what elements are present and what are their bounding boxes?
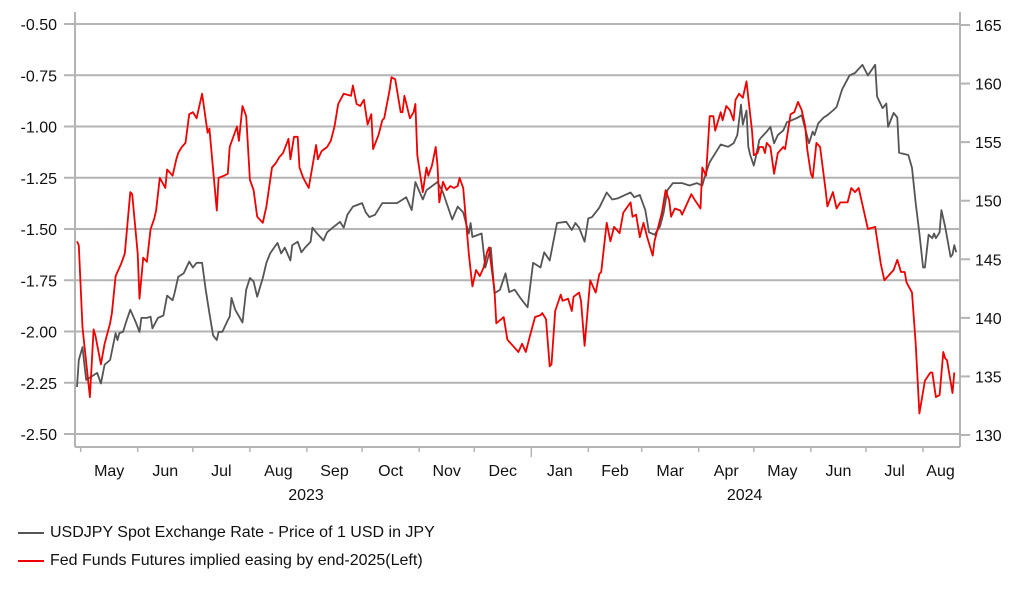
legend-label-usdjpy: USDJPY Spot Exchange Rate - Price of 1 U…: [50, 524, 435, 541]
legend-swatch-usdjpy: [18, 532, 44, 534]
month-label: Aug: [926, 463, 954, 480]
month-label: May: [767, 463, 797, 480]
year-label: 2024: [727, 487, 763, 504]
fed-funds-easing-series-line: [76, 76, 956, 415]
right-axis-tick-label: 135: [975, 369, 1002, 386]
month-label: May: [94, 463, 124, 480]
month-label: Jul: [884, 463, 904, 480]
left-axis-tick-label: -1.25: [21, 171, 58, 188]
right-axis-tick-label: 155: [975, 135, 1002, 152]
month-label: Nov: [432, 463, 460, 480]
left-axis-tick-label: -0.75: [21, 68, 58, 85]
month-label: Dec: [489, 463, 517, 480]
legend-item-fed-funds: Fed Funds Futures implied easing by end-…: [18, 552, 423, 570]
tick-labels: -0.50 -0.75 -1.00 -1.25 -1.50 -1.75 -2.00 -2.25…: [21, 17, 1002, 504]
right-axis-tick-label: 145: [975, 252, 1002, 269]
right-axis-tick-label: 130: [975, 428, 1002, 445]
month-label: Aug: [264, 463, 292, 480]
right-axis-tick-label: 165: [975, 18, 1002, 35]
month-label: Apr: [714, 463, 740, 480]
month-label: Sep: [320, 463, 349, 480]
left-axis-tick-label: -2.25: [21, 376, 58, 393]
left-axis-tick-label: -1.50: [21, 222, 58, 239]
left-axis-tick-label: -2.50: [21, 427, 58, 444]
axes: [74, 12, 970, 457]
month-label: Feb: [601, 463, 629, 480]
left-axis-tick-label: -0.50: [21, 17, 58, 34]
right-axis-tick-label: 160: [975, 77, 1002, 94]
right-axis-tick-label: 140: [975, 311, 1002, 328]
month-label: Oct: [378, 463, 403, 480]
year-label: 2023: [288, 487, 324, 504]
month-label: Jun: [826, 463, 852, 480]
left-axis-tick-label: -2.00: [21, 325, 58, 342]
left-axis-tick-label: -1.00: [21, 120, 58, 137]
legend-item-usdjpy: USDJPY Spot Exchange Rate - Price of 1 U…: [18, 524, 435, 542]
gridlines: [64, 23, 960, 435]
month-label: Jun: [152, 463, 178, 480]
month-label: Jan: [547, 463, 573, 480]
usdjpy-series-line: [76, 63, 958, 388]
month-label: Jul: [211, 463, 231, 480]
series-lines: [76, 63, 958, 415]
legend-swatch-fed-funds: [18, 560, 44, 562]
month-label: Mar: [656, 463, 684, 480]
legend-label-fed-funds: Fed Funds Futures implied easing by end-…: [50, 552, 423, 569]
left-axis-tick-label: -1.75: [21, 273, 58, 290]
right-axis-tick-label: 150: [975, 194, 1002, 211]
